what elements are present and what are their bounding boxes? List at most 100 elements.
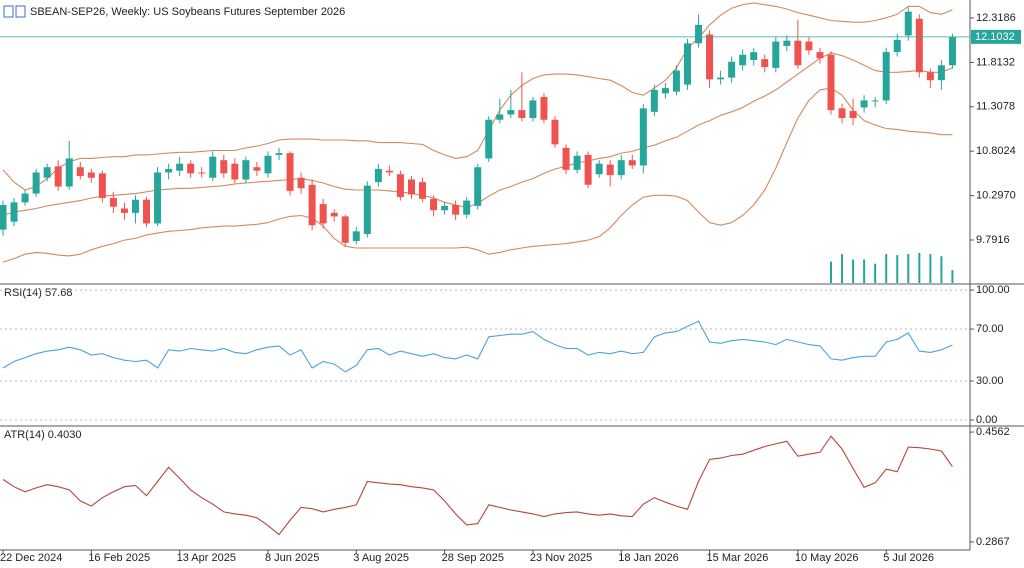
candle-body (728, 61, 736, 78)
candle-body (452, 204, 460, 215)
candle-body (407, 179, 415, 195)
candle-body (849, 110, 857, 118)
candle-body (87, 172, 95, 178)
candle-body (430, 198, 438, 211)
candle-body (65, 158, 73, 187)
volume-bar (874, 263, 877, 283)
candle-body (683, 43, 691, 85)
volume-bar (929, 254, 932, 283)
last-price-label: 12.1032 (975, 31, 1015, 43)
candle-body (827, 54, 835, 111)
candle-body (595, 163, 603, 175)
volume-bar (830, 261, 832, 283)
chart-title: SBEAN-SEP26, Weekly: US Soybeans Futures… (30, 6, 345, 18)
candle-body (264, 155, 272, 174)
x-tick-label: 3 Aug 2025 (353, 552, 409, 564)
candle-body (926, 72, 934, 81)
y-tick-label: 12.3186 (976, 12, 1016, 24)
y-tick-label: 9.7916 (976, 234, 1010, 246)
rsi-legend: RSI(14) 57.68 (4, 287, 72, 299)
candle-body (695, 24, 703, 44)
last-price-box (971, 29, 1021, 44)
volume-bar (907, 254, 910, 283)
candle-body (496, 114, 504, 120)
volume-bar (852, 259, 855, 283)
y-tick-label: 11.8132 (976, 56, 1015, 68)
candle-body (639, 108, 647, 166)
candle-body (573, 155, 581, 170)
y-tick-label: 100.00 (976, 284, 1010, 296)
band-lower (2, 87, 953, 263)
candle-body (606, 164, 614, 176)
candle-body (374, 168, 382, 183)
candle-body (893, 39, 901, 53)
candle-body (871, 100, 879, 102)
candle-body (794, 40, 802, 66)
candle-body (816, 52, 824, 59)
x-tick-label: 16 Feb 2025 (88, 552, 150, 564)
x-tick-label: 10 May 2026 (795, 552, 859, 564)
candle-body (21, 193, 29, 203)
candle-body (904, 11, 912, 36)
candle-body (441, 205, 449, 211)
candle-body (297, 177, 305, 189)
candle-body (165, 168, 173, 173)
candle-body (275, 153, 283, 155)
candle-body (286, 153, 294, 191)
candle-body (352, 231, 360, 242)
candle-body (396, 174, 404, 198)
x-tick-label: 5 Jul 2026 (883, 552, 934, 564)
candle-body (32, 172, 40, 194)
x-tick-label: 23 Nov 2025 (530, 552, 592, 564)
candle-body (43, 167, 51, 178)
x-tick-label: 22 Dec 2024 (0, 552, 62, 564)
volume-bar (841, 254, 844, 283)
candle-body (661, 88, 669, 94)
volume-bar (951, 270, 954, 283)
candle-body (143, 199, 151, 224)
candle-body (617, 160, 625, 176)
candle-body (672, 70, 680, 92)
candle-body (54, 166, 62, 187)
candle-body (198, 172, 206, 174)
candle-body (761, 59, 769, 68)
candle-body (948, 37, 956, 66)
band-upper (2, 2, 953, 191)
candle-body (242, 160, 250, 180)
indicator-line (2, 320, 953, 373)
candle-body (131, 199, 139, 213)
x-tick-label: 15 Mar 2026 (707, 552, 769, 564)
icon-part (15, 5, 26, 18)
volume-bar (940, 256, 943, 283)
candle-body (882, 52, 890, 101)
candle-body (485, 119, 493, 159)
candle-body (937, 65, 945, 81)
candle-body (176, 163, 184, 171)
candle-body (518, 110, 526, 118)
candle-body (0, 204, 7, 230)
x-tick-label: 18 Jan 2026 (618, 552, 679, 564)
candle-body (341, 216, 349, 243)
candle-body (540, 96, 548, 120)
candle-body (838, 108, 846, 118)
chart-icon (3, 5, 26, 18)
y-tick-label: 0.2867 (976, 536, 1010, 548)
candle-body (109, 197, 117, 207)
candle-body (772, 41, 780, 68)
candle-body (308, 184, 316, 226)
candle-body (650, 89, 658, 112)
candle-body (805, 41, 813, 51)
y-tick-label: 10.8024 (976, 145, 1016, 157)
candle-body (363, 185, 371, 234)
candle-body (253, 167, 261, 171)
candle-body (220, 160, 228, 174)
candle-body (463, 200, 471, 215)
candle-body (551, 119, 559, 145)
candle-body (419, 182, 427, 199)
y-tick-label: 30.00 (976, 375, 1004, 387)
candle-body (628, 160, 636, 166)
candle-body (750, 52, 758, 61)
candle-body (154, 172, 162, 224)
